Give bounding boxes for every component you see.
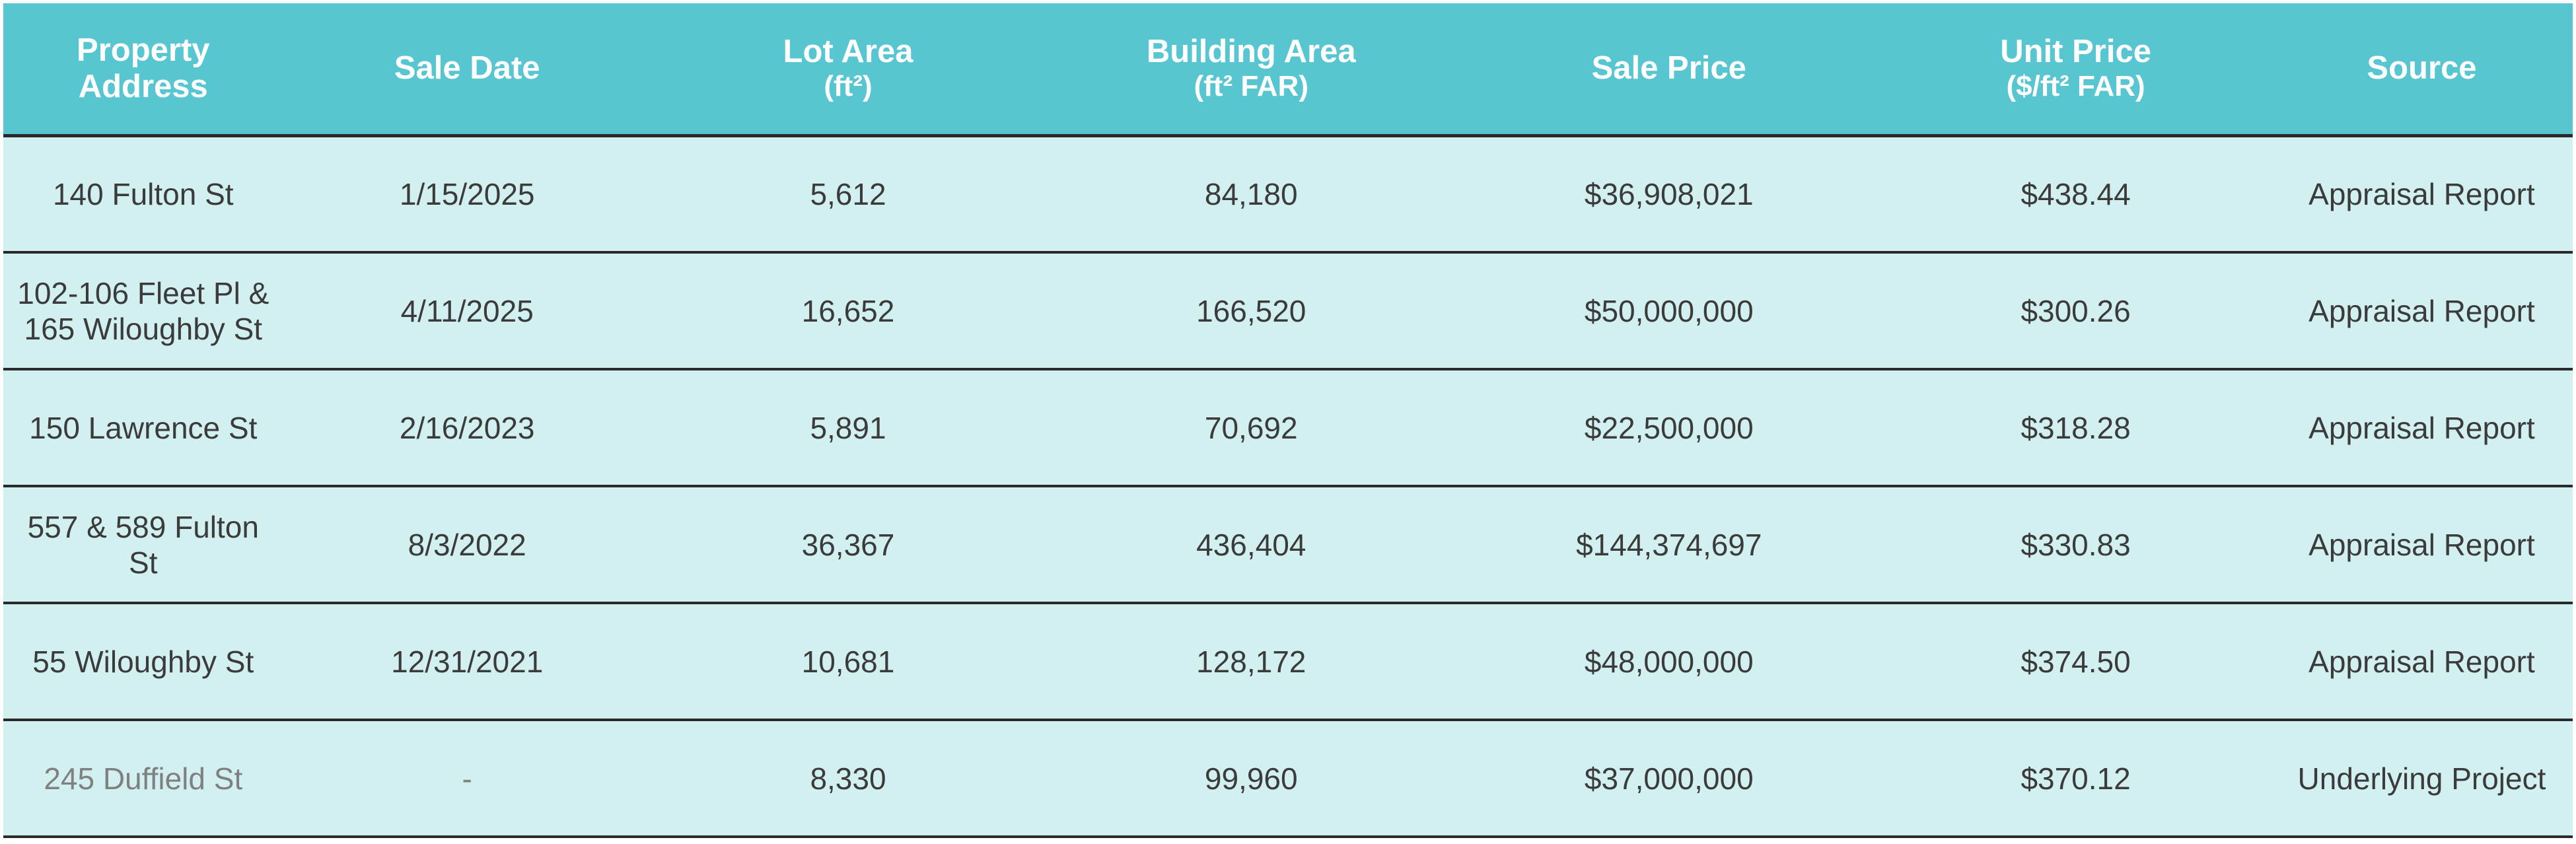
cell-sale-price: $37,000,000 xyxy=(1457,720,1881,838)
cell-building-area: 99,960 xyxy=(1045,720,1458,838)
cell-sale-price: $22,500,000 xyxy=(1457,369,1881,487)
cell-property-address: 140 Fulton St xyxy=(3,135,283,254)
cell-building-area: 84,180 xyxy=(1045,135,1458,254)
cell-source: Appraisal Report xyxy=(2270,252,2573,370)
header-building-area: Building Area (ft² FAR) xyxy=(1045,3,1458,137)
cell-sale-date: 4/11/2025 xyxy=(283,252,651,370)
sales-comparables-table-container: Property Address Sale Date Lot Area (ft²)… xyxy=(3,3,2573,838)
header-building-area-unit: (ft² FAR) xyxy=(1194,70,1308,103)
cell-property-address: 245 Duffield St xyxy=(3,720,283,838)
table-row-subject-property: 245 Duffield St - 8,330 99,960 $37,000,0… xyxy=(3,720,2573,838)
cell-unit-price: $318.28 xyxy=(1880,369,2271,487)
table-row: 557 & 589 Fulton St 8/3/2022 36,367 436,… xyxy=(3,486,2573,604)
cell-sale-price: $50,000,000 xyxy=(1457,252,1881,370)
header-lot-area: Lot Area (ft²) xyxy=(651,3,1046,137)
header-row: Property Address Sale Date Lot Area (ft²)… xyxy=(3,3,2573,137)
cell-sale-price: $36,908,021 xyxy=(1457,135,1881,254)
cell-sale-price: $144,374,697 xyxy=(1457,486,1881,604)
cell-lot-area: 5,891 xyxy=(651,369,1046,487)
header-sale-price: Sale Price xyxy=(1457,3,1881,137)
cell-source: Underlying Project xyxy=(2270,720,2573,838)
header-unit-price-unit: ($/ft² FAR) xyxy=(2006,70,2145,103)
cell-unit-price: $300.26 xyxy=(1880,252,2271,370)
cell-source: Appraisal Report xyxy=(2270,369,2573,487)
cell-sale-date: 12/31/2021 xyxy=(283,603,651,721)
cell-sale-date: 1/15/2025 xyxy=(283,135,651,254)
header-lot-area-unit: (ft²) xyxy=(824,70,873,103)
cell-building-area: 128,172 xyxy=(1045,603,1458,721)
cell-source: Appraisal Report xyxy=(2270,135,2573,254)
sales-comparables-table: Property Address Sale Date Lot Area (ft²)… xyxy=(3,3,2573,838)
header-unit-price: Unit Price ($/ft² FAR) xyxy=(1880,3,2271,137)
cell-lot-area: 10,681 xyxy=(651,603,1046,721)
cell-unit-price: $370.12 xyxy=(1880,720,2271,838)
header-source: Source xyxy=(2270,3,2573,137)
cell-lot-area: 36,367 xyxy=(651,486,1046,604)
header-sale-date: Sale Date xyxy=(283,3,651,137)
cell-sale-price: $48,000,000 xyxy=(1457,603,1881,721)
table-row: 150 Lawrence St 2/16/2023 5,891 70,692 $… xyxy=(3,369,2573,487)
cell-property-address: 102-106 Fleet Pl & 165 Wiloughby St xyxy=(3,252,283,370)
table-row: 55 Wiloughby St 12/31/2021 10,681 128,17… xyxy=(3,603,2573,721)
cell-property-address: 150 Lawrence St xyxy=(3,369,283,487)
cell-building-area: 70,692 xyxy=(1045,369,1458,487)
cell-unit-price: $438.44 xyxy=(1880,135,2271,254)
cell-source: Appraisal Report xyxy=(2270,603,2573,721)
cell-unit-price: $374.50 xyxy=(1880,603,2271,721)
table-header: Property Address Sale Date Lot Area (ft²)… xyxy=(3,3,2573,137)
cell-sale-date: 2/16/2023 xyxy=(283,369,651,487)
header-property-address: Property Address xyxy=(3,3,283,137)
cell-building-area: 166,520 xyxy=(1045,252,1458,370)
cell-building-area: 436,404 xyxy=(1045,486,1458,604)
cell-sale-date: - xyxy=(283,720,651,838)
cell-unit-price: $330.83 xyxy=(1880,486,2271,604)
table-row: 102-106 Fleet Pl & 165 Wiloughby St 4/11/… xyxy=(3,252,2573,370)
cell-lot-area: 8,330 xyxy=(651,720,1046,838)
cell-sale-date: 8/3/2022 xyxy=(283,486,651,604)
table-row: 140 Fulton St 1/15/2025 5,612 84,180 $36… xyxy=(3,135,2573,254)
cell-lot-area: 16,652 xyxy=(651,252,1046,370)
cell-property-address: 557 & 589 Fulton St xyxy=(3,486,283,604)
cell-property-address: 55 Wiloughby St xyxy=(3,603,283,721)
cell-source: Appraisal Report xyxy=(2270,486,2573,604)
table-body: 140 Fulton St 1/15/2025 5,612 84,180 $36… xyxy=(3,135,2573,838)
cell-lot-area: 5,612 xyxy=(651,135,1046,254)
